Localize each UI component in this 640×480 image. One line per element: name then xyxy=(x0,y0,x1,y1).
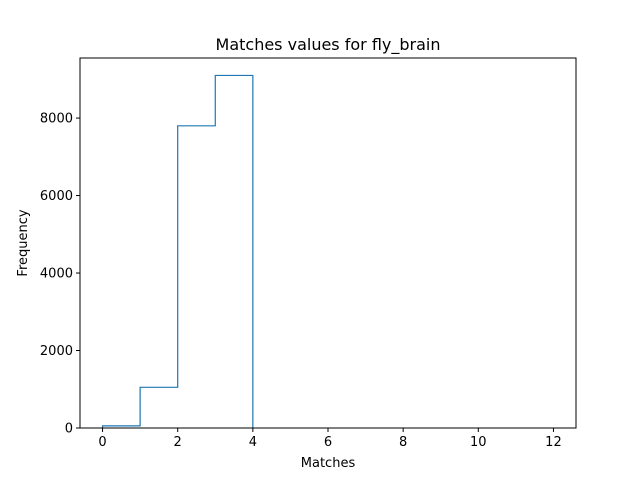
y-tick-label: 0 xyxy=(65,422,73,437)
y-tick-label: 2000 xyxy=(40,344,73,359)
y-axis-label: Frequency xyxy=(16,209,31,276)
plot-background xyxy=(80,58,576,428)
histogram-step-line xyxy=(101,74,254,428)
plot-frame xyxy=(79,57,577,429)
x-tick-label: 6 xyxy=(324,435,332,450)
x-tick-label: 0 xyxy=(98,435,106,450)
x-tick-label: 10 xyxy=(470,435,487,450)
y-axis: 0 2000 4000 6000 8000 xyxy=(40,112,80,437)
chart-title: Matches values for fly_brain xyxy=(216,35,441,55)
x-axis: 0 2 4 6 8 10 12 xyxy=(98,428,562,450)
y-tick-label: 6000 xyxy=(40,189,73,204)
y-tick-label: 8000 xyxy=(40,112,73,127)
x-tick-label: 8 xyxy=(399,435,407,450)
x-tick-label: 12 xyxy=(545,435,562,450)
x-tick-label: 2 xyxy=(174,435,182,450)
x-axis-label: Matches xyxy=(301,456,356,471)
x-tick-label: 4 xyxy=(249,435,257,450)
y-tick-label: 4000 xyxy=(40,267,73,282)
